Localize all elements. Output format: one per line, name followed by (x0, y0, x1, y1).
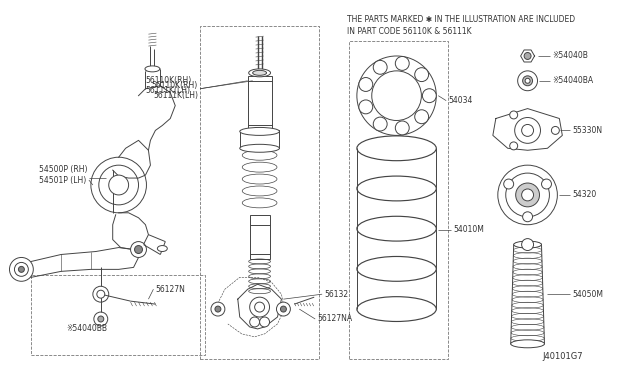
Circle shape (373, 60, 387, 74)
Circle shape (359, 100, 372, 114)
Text: 56111K(LH): 56111K(LH) (153, 91, 198, 100)
Ellipse shape (249, 69, 271, 77)
Circle shape (250, 297, 269, 317)
Circle shape (97, 290, 105, 298)
Text: IN PART CODE 56110K & 56111K: IN PART CODE 56110K & 56111K (347, 27, 472, 36)
Ellipse shape (145, 66, 160, 72)
Circle shape (280, 306, 287, 312)
Text: 54034: 54034 (448, 96, 472, 105)
Circle shape (396, 121, 409, 135)
Circle shape (357, 56, 436, 135)
Circle shape (373, 117, 387, 131)
Circle shape (522, 238, 534, 250)
Circle shape (506, 173, 549, 217)
Text: J40101G7: J40101G7 (543, 352, 583, 361)
Ellipse shape (514, 241, 541, 248)
Ellipse shape (240, 128, 280, 135)
Text: 56127N: 56127N (156, 285, 185, 294)
Circle shape (524, 52, 531, 60)
Ellipse shape (511, 340, 545, 348)
Circle shape (10, 257, 33, 281)
Text: 54010M: 54010M (453, 225, 484, 234)
Circle shape (498, 165, 557, 225)
Ellipse shape (157, 246, 167, 251)
Text: 55330N: 55330N (572, 126, 602, 135)
Text: 54050M: 54050M (572, 290, 604, 299)
Text: 54320: 54320 (572, 190, 596, 199)
Circle shape (515, 118, 541, 143)
Text: THE PARTS MARKED ✱ IN THE ILLUSTRATION ARE INCLUDED: THE PARTS MARKED ✱ IN THE ILLUSTRATION A… (347, 15, 575, 24)
Circle shape (15, 262, 28, 276)
Ellipse shape (240, 144, 280, 152)
Bar (248, 76, 271, 131)
Circle shape (525, 78, 530, 83)
Text: 56132: 56132 (324, 290, 348, 299)
Circle shape (509, 142, 518, 150)
Circle shape (415, 68, 429, 81)
Circle shape (415, 110, 429, 124)
Circle shape (99, 165, 138, 205)
Circle shape (509, 111, 518, 119)
Circle shape (94, 312, 108, 326)
Bar (31, 275, 205, 355)
Circle shape (552, 126, 559, 134)
Circle shape (260, 317, 269, 327)
Circle shape (522, 125, 534, 137)
Circle shape (98, 316, 104, 322)
Text: ※54040BA: ※54040BA (552, 76, 593, 85)
Bar (200, 26, 319, 359)
Circle shape (396, 57, 409, 70)
Text: 54500P (RH)
54501P (LH): 54500P (RH) 54501P (LH) (39, 166, 88, 185)
Circle shape (518, 71, 538, 91)
Circle shape (250, 317, 260, 327)
Polygon shape (493, 109, 563, 150)
Circle shape (91, 157, 147, 213)
Text: 56110K(RH)
56111K(LH): 56110K(RH) 56111K(LH) (145, 76, 192, 96)
Circle shape (359, 77, 372, 92)
Circle shape (523, 76, 532, 86)
Text: ※54040BB: ※54040BB (66, 324, 107, 333)
Ellipse shape (253, 70, 266, 76)
Circle shape (504, 179, 514, 189)
Circle shape (215, 306, 221, 312)
Circle shape (276, 302, 291, 316)
Circle shape (109, 175, 129, 195)
Bar (349, 41, 448, 359)
Circle shape (131, 241, 147, 257)
Circle shape (211, 302, 225, 316)
Circle shape (522, 189, 534, 201)
Bar (240, 131, 280, 148)
Circle shape (19, 266, 24, 272)
Circle shape (523, 212, 532, 222)
Circle shape (516, 183, 540, 207)
Text: 56110K(RH): 56110K(RH) (152, 81, 198, 90)
Circle shape (134, 246, 143, 253)
Circle shape (93, 286, 109, 302)
Text: 56127NA: 56127NA (317, 314, 352, 324)
Circle shape (372, 71, 421, 121)
Text: ※54040B: ※54040B (552, 51, 588, 61)
Circle shape (422, 89, 436, 103)
Circle shape (541, 179, 552, 189)
Bar (250, 215, 269, 259)
Circle shape (255, 302, 264, 312)
